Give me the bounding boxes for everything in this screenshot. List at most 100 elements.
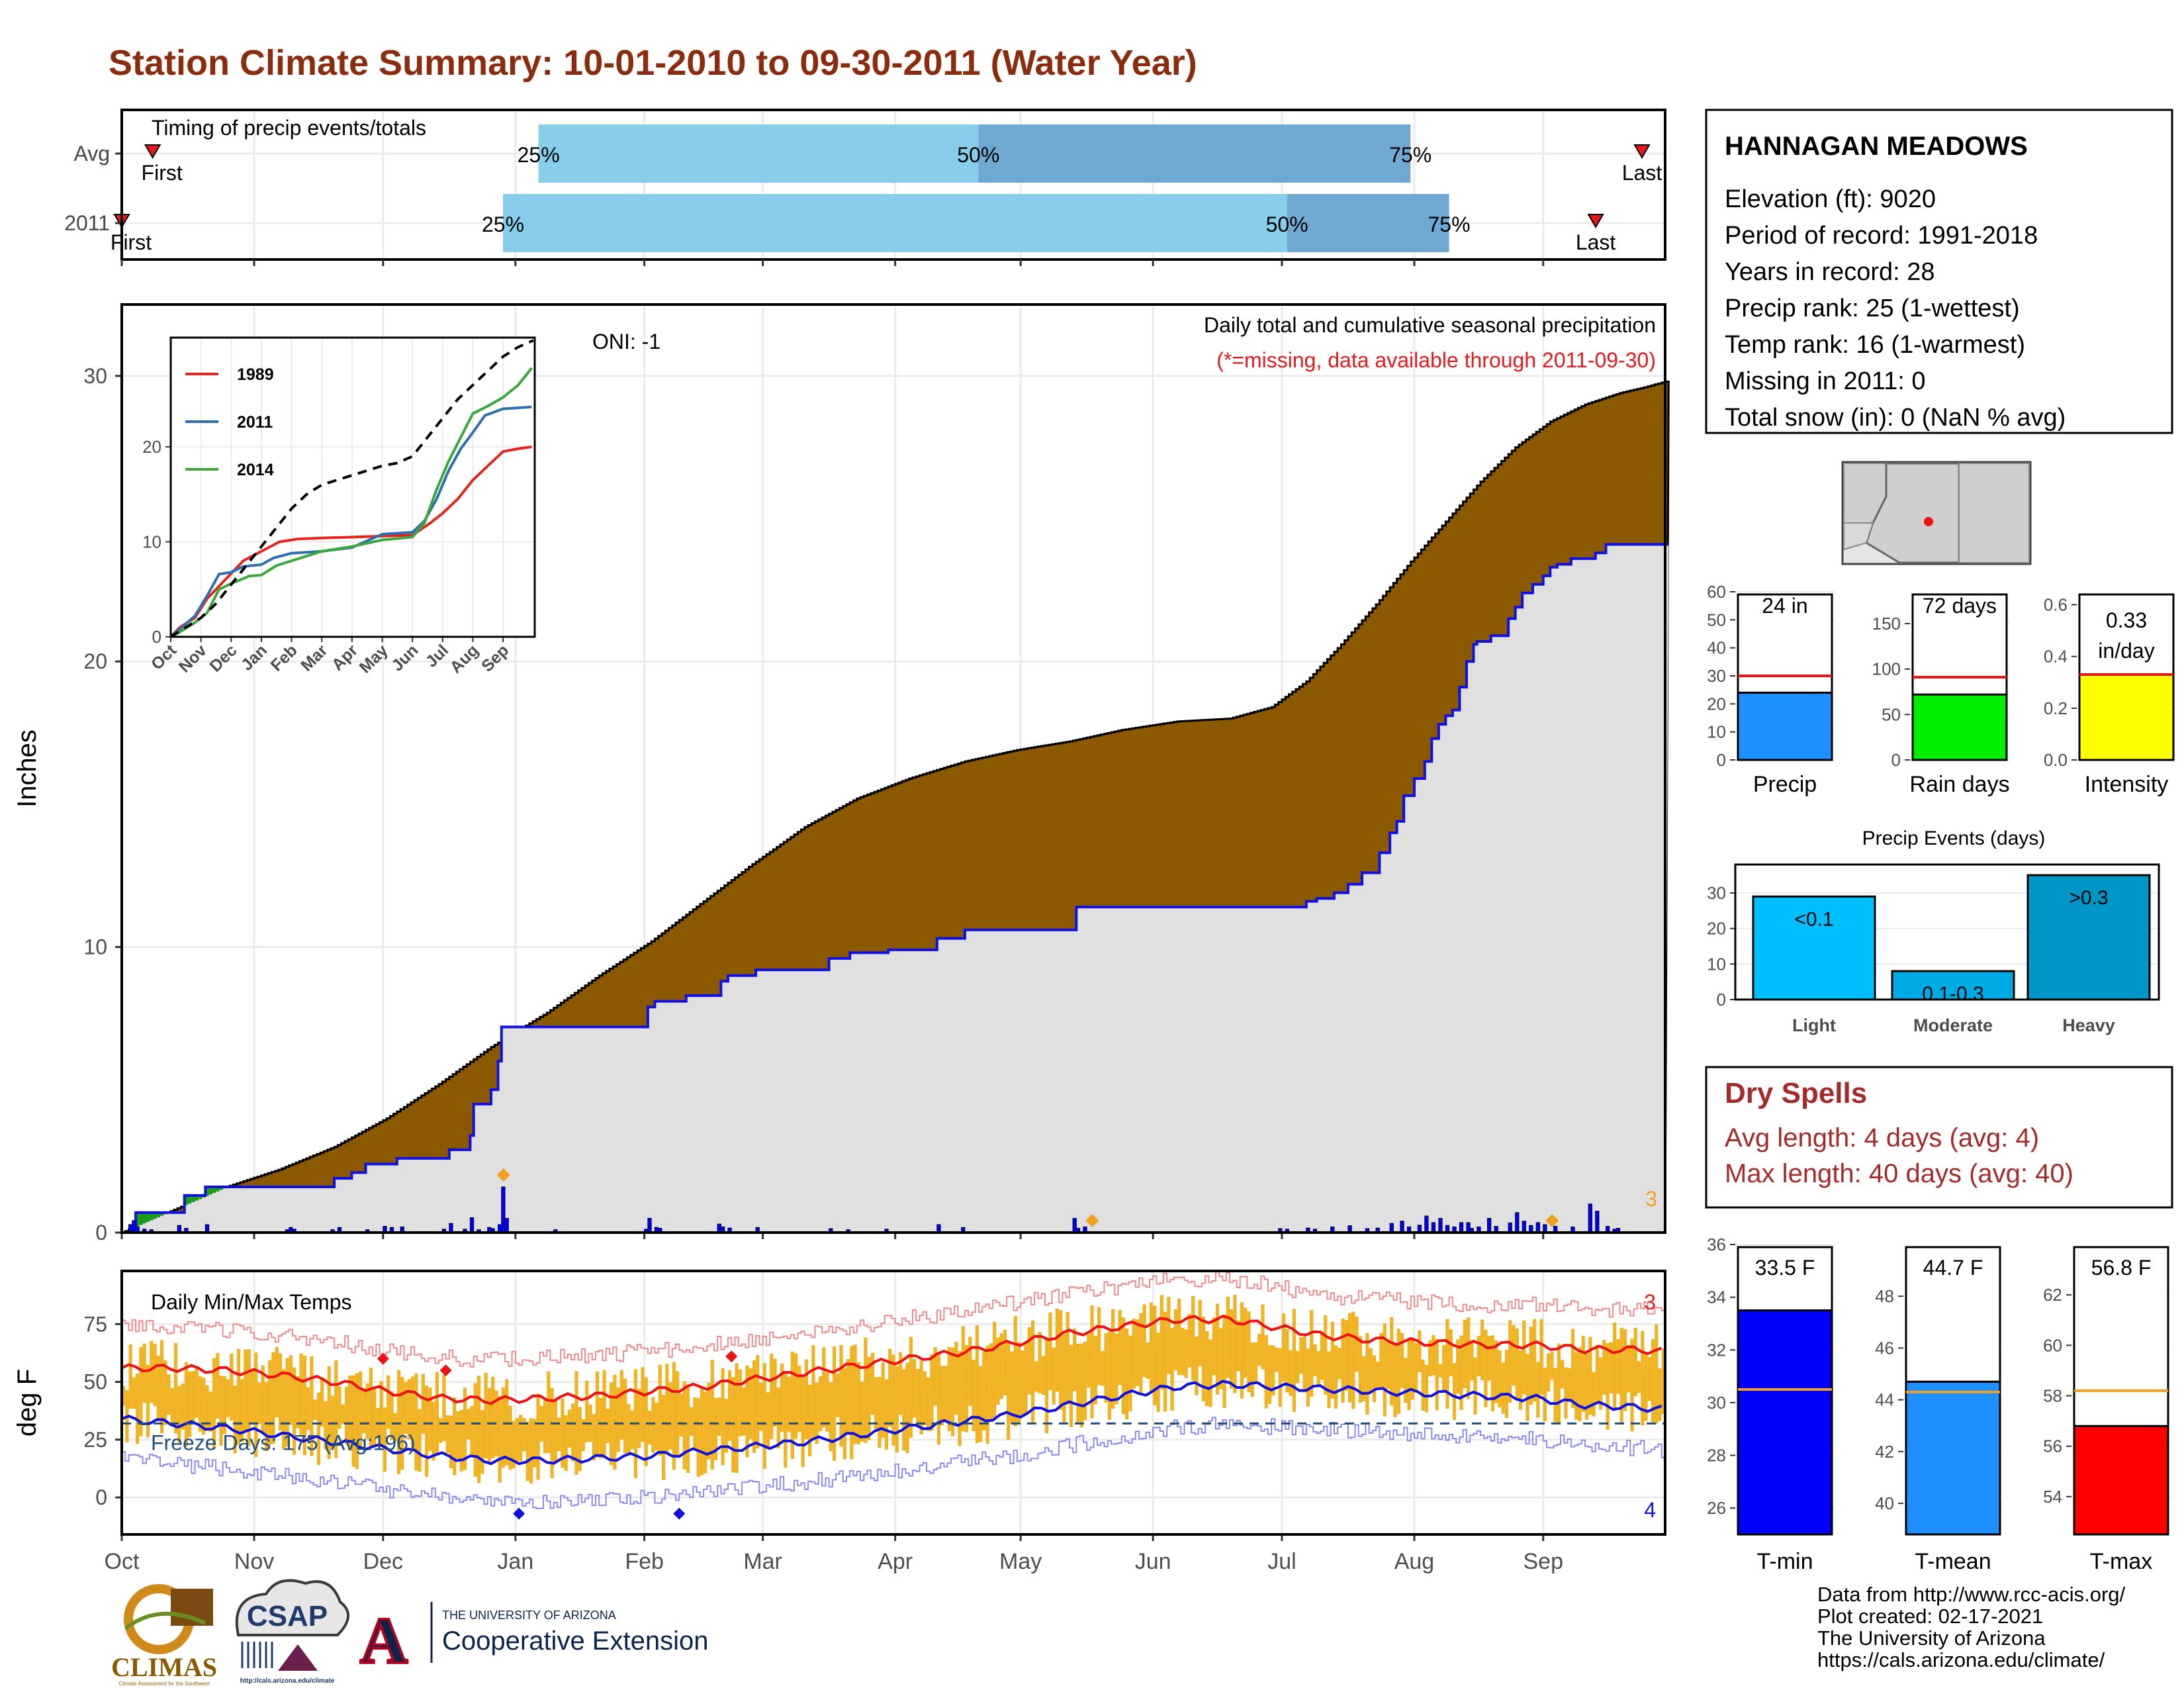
- daily-temp-range-bar: [623, 1378, 627, 1454]
- month-tick-label: Dec: [363, 1549, 403, 1574]
- daily-temp-range-bar: [1407, 1338, 1411, 1410]
- daily-temp-range-bar: [592, 1414, 596, 1461]
- daily-temp-range-bar: [1062, 1334, 1066, 1425]
- daily-temp-range-bar: [1428, 1340, 1432, 1377]
- temp-summary-y-tick-label: 30: [1707, 1393, 1726, 1413]
- daily-temp-range-bar: [387, 1375, 390, 1429]
- daily-temp-range-bar: [195, 1366, 199, 1418]
- daily-temp-range-bar: [1181, 1328, 1185, 1376]
- summary-y-tick-label: 0: [1717, 750, 1726, 770]
- temp-summary-y-tick-label: 32: [1707, 1340, 1726, 1360]
- daily-temp-range-bar: [923, 1371, 927, 1425]
- daily-temp-range-bar: [762, 1363, 766, 1470]
- record-max-line: [122, 1271, 1665, 1368]
- temp-summary-category-label: T-min: [1757, 1549, 1813, 1574]
- daily-temp-range-bar: [1007, 1342, 1011, 1440]
- month-tick-label: Aug: [1394, 1549, 1435, 1574]
- daily-temp-range-bar: [574, 1371, 578, 1475]
- daily-temp-range-bar: [878, 1376, 882, 1448]
- daily-temp-range-bar: [393, 1413, 397, 1442]
- inset-y-tick-label: 20: [142, 437, 161, 457]
- daily-temp-range-bar: [1313, 1344, 1317, 1376]
- daily-temp-range-bar: [1059, 1310, 1063, 1410]
- daily-temp-range-bar: [1010, 1351, 1014, 1424]
- timing-pct-label: 25%: [518, 143, 560, 167]
- daily-temp-range-bar: [1584, 1352, 1589, 1420]
- daily-temp-range-bar: [543, 1398, 547, 1454]
- daily-temp-range-bar: [453, 1397, 457, 1476]
- above-average-fill: [198, 1195, 203, 1199]
- precip-y-tick-label: 0: [95, 1221, 107, 1244]
- daily-temp-range-bar: [1525, 1354, 1529, 1421]
- daily-temp-range-bar: [1320, 1332, 1324, 1380]
- daily-temp-range-bar: [567, 1409, 572, 1448]
- daily-temp-range-bar: [188, 1371, 192, 1437]
- daily-temp-range-bar: [1316, 1350, 1320, 1387]
- daily-temp-range-bar: [424, 1385, 429, 1477]
- daily-precip-bar: [1072, 1217, 1077, 1233]
- daily-temp-range-bar: [1372, 1355, 1377, 1403]
- daily-temp-range-bar: [153, 1344, 157, 1407]
- daily-temp-range-bar: [557, 1417, 561, 1451]
- timing-pct-label: 25%: [482, 212, 524, 236]
- daily-temp-range-bar: [351, 1375, 355, 1467]
- daily-temp-range-bar: [463, 1387, 467, 1470]
- daily-temp-range-bar: [230, 1353, 234, 1421]
- daily-temp-range-bar: [1281, 1313, 1286, 1382]
- above-average-fill: [156, 1212, 160, 1217]
- events-bar-label: <0.1: [1794, 908, 1833, 930]
- daily-temp-range-bar: [1163, 1311, 1167, 1412]
- daily-temp-range-bar: [641, 1367, 645, 1442]
- daily-temp-range-bar: [1358, 1336, 1363, 1403]
- daily-precip-bar: [647, 1217, 652, 1233]
- precip-y-axis-label: Inches: [13, 729, 42, 808]
- daily-temp-range-bar: [1347, 1313, 1352, 1403]
- daily-temp-range-bar: [1341, 1318, 1345, 1403]
- daily-temp-range-bar: [142, 1343, 146, 1403]
- daily-temp-range-bar: [1414, 1342, 1418, 1393]
- daily-temp-range-bar: [1285, 1329, 1289, 1393]
- daily-temp-range-bar: [1236, 1320, 1240, 1372]
- daily-temp-range-bar: [839, 1344, 843, 1447]
- daily-temp-range-bar: [1027, 1327, 1031, 1395]
- daily-temp-range-bar: [553, 1399, 558, 1464]
- daily-temp-range-bar: [173, 1342, 178, 1434]
- daily-temp-range-bar: [289, 1355, 293, 1425]
- daily-precip-bar: [1595, 1211, 1600, 1233]
- daily-temp-range-bar: [404, 1382, 408, 1434]
- daily-temp-range-bar: [870, 1352, 875, 1415]
- daily-temp-range-bar: [784, 1374, 788, 1468]
- daily-temp-range-bar: [306, 1387, 310, 1430]
- daily-temp-range-bar: [1066, 1311, 1069, 1405]
- daily-temp-range-bar: [396, 1370, 401, 1474]
- summary-y-tick-label: 100: [1872, 659, 1901, 679]
- daily-temp-range-bar: [473, 1383, 477, 1477]
- daily-temp-range-bar: [1498, 1350, 1502, 1408]
- daily-temp-range-bar: [449, 1415, 453, 1469]
- daily-temp-range-bar: [1271, 1345, 1275, 1396]
- daily-temp-range-bar: [985, 1345, 989, 1444]
- daily-temp-range-bar: [508, 1405, 512, 1470]
- temp-y-tick-label: 0: [95, 1485, 107, 1509]
- daily-temp-range-bar: [338, 1386, 341, 1429]
- daily-precip-bar: [1438, 1217, 1443, 1233]
- freeze-days-label: Freeze Days: 175 (Avg:196): [151, 1430, 416, 1454]
- daily-temp-range-bar: [707, 1382, 711, 1460]
- temp-summary-y-tick-label: 42: [1875, 1442, 1894, 1462]
- daily-temp-range-bar: [1017, 1342, 1021, 1424]
- precip-y-tick-label: 30: [83, 364, 107, 388]
- timing-mask: [1667, 110, 1707, 259]
- daily-temp-range-bar: [1627, 1344, 1631, 1393]
- above-average-fill: [216, 1186, 220, 1192]
- daily-temp-range-bar: [1512, 1325, 1516, 1386]
- daily-temp-range-bar: [191, 1371, 195, 1421]
- daily-temp-range-bar: [1253, 1342, 1258, 1382]
- daily-temp-range-bar: [484, 1372, 488, 1459]
- station-detail-line: Temp rank: 16 (1-warmest): [1725, 331, 2025, 359]
- daily-temp-range-bar: [1195, 1336, 1199, 1395]
- events-y-tick-label: 20: [1707, 919, 1726, 939]
- daily-temp-range-bar: [1567, 1368, 1571, 1403]
- daily-temp-range-bar: [1153, 1305, 1157, 1406]
- above-average-fill: [159, 1212, 164, 1216]
